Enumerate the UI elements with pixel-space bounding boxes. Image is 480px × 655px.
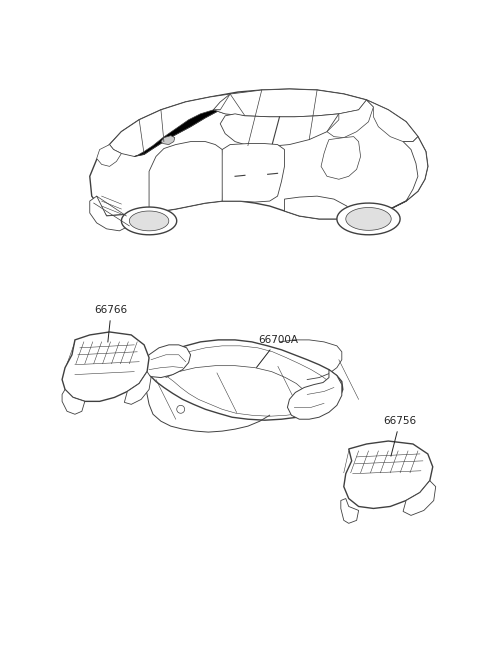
Polygon shape bbox=[90, 196, 133, 231]
Polygon shape bbox=[321, 137, 360, 179]
Bar bbox=[397, 490, 403, 496]
Polygon shape bbox=[213, 94, 245, 116]
Polygon shape bbox=[141, 345, 191, 377]
Polygon shape bbox=[96, 145, 121, 166]
Polygon shape bbox=[90, 89, 428, 219]
Polygon shape bbox=[354, 137, 428, 217]
Polygon shape bbox=[109, 94, 230, 157]
Polygon shape bbox=[327, 100, 373, 138]
Bar bbox=[87, 382, 93, 388]
Bar bbox=[250, 373, 260, 382]
Polygon shape bbox=[62, 390, 85, 414]
Polygon shape bbox=[346, 208, 391, 231]
Polygon shape bbox=[62, 332, 149, 402]
Polygon shape bbox=[341, 498, 359, 523]
Polygon shape bbox=[220, 114, 339, 147]
Bar bbox=[279, 367, 289, 375]
Polygon shape bbox=[367, 100, 418, 141]
Text: 66756: 66756 bbox=[384, 416, 417, 456]
Text: 66700A: 66700A bbox=[256, 335, 298, 367]
Polygon shape bbox=[161, 136, 175, 145]
Polygon shape bbox=[149, 141, 225, 213]
Bar bbox=[363, 491, 370, 496]
Bar bbox=[220, 381, 230, 388]
Bar bbox=[159, 362, 171, 371]
Polygon shape bbox=[222, 143, 285, 202]
Polygon shape bbox=[337, 203, 400, 234]
Polygon shape bbox=[141, 340, 343, 421]
Text: 66766: 66766 bbox=[95, 305, 128, 342]
Bar bbox=[117, 381, 122, 386]
Polygon shape bbox=[288, 369, 342, 419]
Polygon shape bbox=[213, 89, 367, 117]
Polygon shape bbox=[129, 211, 169, 231]
Polygon shape bbox=[121, 207, 177, 234]
Polygon shape bbox=[403, 481, 436, 515]
Polygon shape bbox=[134, 110, 220, 157]
Polygon shape bbox=[124, 371, 151, 404]
Polygon shape bbox=[285, 196, 354, 219]
Bar bbox=[191, 386, 201, 394]
Polygon shape bbox=[344, 441, 433, 508]
